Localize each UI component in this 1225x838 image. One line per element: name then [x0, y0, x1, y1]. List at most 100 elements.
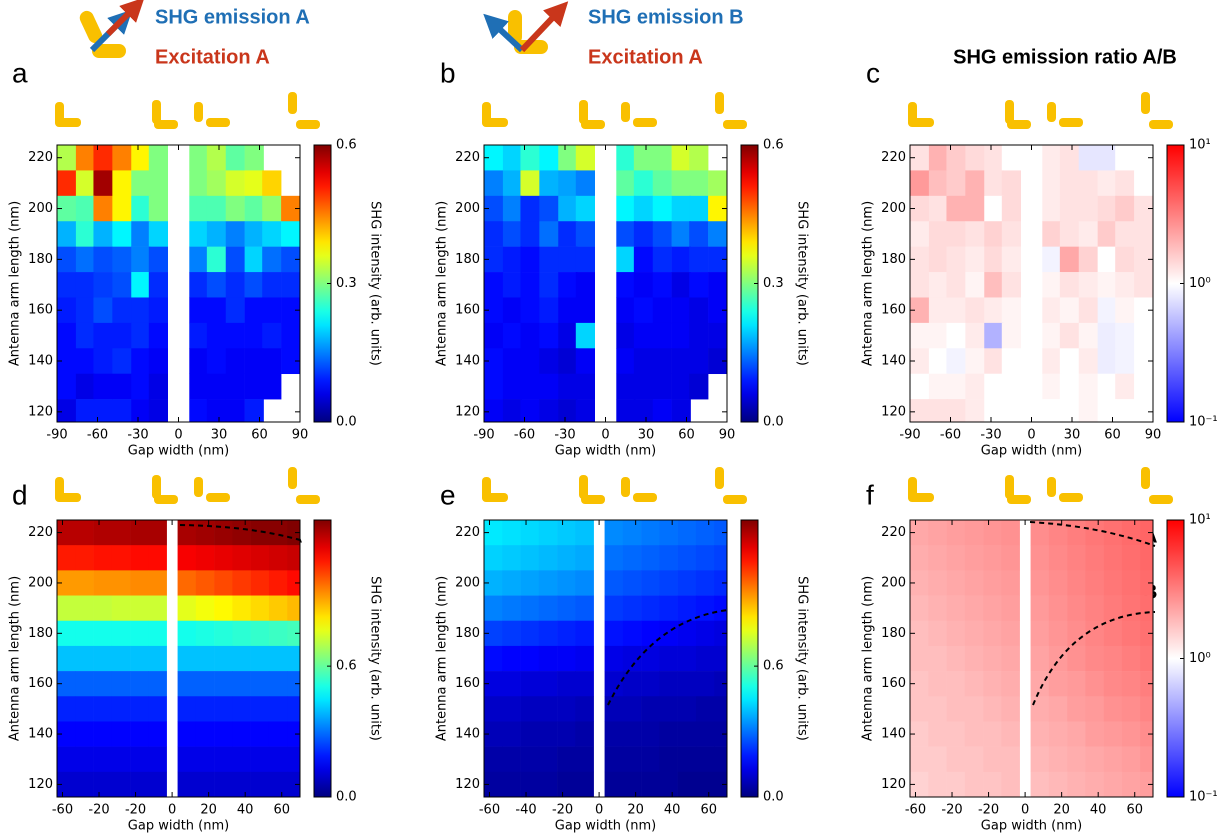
cell	[130, 595, 149, 622]
cell	[946, 272, 966, 298]
cell	[195, 671, 215, 697]
cell	[244, 297, 264, 324]
cell	[983, 771, 1002, 797]
cell	[75, 246, 96, 273]
cell	[604, 771, 624, 797]
cell	[93, 170, 113, 197]
x-tick-label: 60	[678, 428, 695, 443]
cell	[484, 373, 504, 400]
antenna-bar	[1149, 495, 1173, 504]
cell	[1001, 246, 1021, 273]
cell	[539, 348, 559, 375]
cell	[1048, 620, 1068, 647]
cell	[671, 322, 691, 349]
cell	[206, 399, 227, 422]
cell	[1001, 399, 1021, 422]
cell	[206, 221, 227, 247]
cell	[250, 671, 270, 697]
cell	[689, 246, 709, 273]
cell	[484, 348, 504, 375]
cell	[232, 520, 251, 546]
y-tick-label: 200	[455, 575, 480, 590]
cell	[633, 272, 654, 298]
cell	[714, 746, 727, 773]
cell	[1097, 221, 1117, 247]
cell	[604, 595, 624, 622]
cell	[148, 272, 168, 298]
cell	[965, 399, 985, 422]
y-tick-label: 200	[28, 201, 53, 216]
cell	[214, 696, 233, 722]
cell	[1059, 348, 1080, 375]
cell	[652, 246, 672, 273]
cell	[714, 671, 727, 697]
cell	[946, 373, 966, 400]
cell	[502, 272, 523, 298]
cell	[652, 373, 672, 400]
cell	[558, 246, 578, 273]
cell	[1115, 246, 1135, 273]
antenna-bar	[581, 120, 605, 129]
colorbar-tick-label: 0.0	[763, 790, 784, 805]
cell	[148, 246, 168, 273]
y-axis-label: Antenna arm length (nm)	[435, 576, 450, 741]
cell	[75, 746, 94, 773]
cell	[75, 297, 96, 324]
cell	[677, 645, 697, 672]
cell	[1097, 322, 1117, 349]
cell	[633, 297, 654, 324]
cell	[130, 696, 149, 722]
cell	[148, 348, 168, 375]
cell	[1115, 272, 1135, 298]
guide-curve	[179, 524, 301, 541]
cell	[689, 297, 709, 324]
y-tick-label: 180	[455, 626, 480, 641]
cell	[671, 221, 691, 247]
cell	[1103, 671, 1123, 697]
cell	[148, 671, 167, 697]
cell	[622, 545, 642, 571]
cell	[93, 645, 113, 672]
cell	[622, 570, 642, 596]
cell	[1030, 645, 1050, 672]
cell	[502, 322, 523, 349]
cell	[148, 520, 167, 546]
y-tick-label: 120	[455, 404, 480, 419]
cell	[965, 272, 985, 298]
antenna-icon	[482, 102, 508, 127]
x-tick-label: -20	[978, 803, 999, 818]
cell	[111, 570, 131, 596]
cell	[984, 297, 1004, 324]
cell	[520, 348, 540, 375]
cell	[984, 272, 1004, 298]
cell	[75, 645, 94, 672]
cell	[148, 145, 168, 171]
antenna-icon	[908, 477, 934, 502]
cell	[93, 520, 113, 546]
cell	[558, 195, 578, 222]
cell	[1001, 595, 1020, 622]
y-axis-label: Antenna arm length (nm)	[8, 201, 23, 366]
y-tick-label: 220	[881, 525, 906, 540]
antenna-bar	[154, 495, 178, 504]
cell	[1067, 595, 1086, 622]
cell	[250, 595, 270, 622]
antenna-icon	[288, 92, 320, 129]
cell	[659, 620, 678, 647]
cell	[57, 399, 77, 422]
cell	[910, 195, 930, 222]
cell	[910, 170, 930, 197]
cell	[112, 348, 132, 375]
cell	[965, 170, 985, 197]
y-tick-label: 120	[455, 777, 480, 792]
y-tick-label: 160	[455, 676, 480, 691]
cell	[984, 170, 1004, 197]
cell	[111, 771, 131, 797]
cell	[604, 671, 624, 697]
cell	[641, 570, 660, 596]
cell	[714, 520, 727, 546]
cell	[604, 696, 624, 722]
cell	[1097, 399, 1117, 422]
cell	[616, 221, 636, 247]
cells	[57, 520, 300, 797]
